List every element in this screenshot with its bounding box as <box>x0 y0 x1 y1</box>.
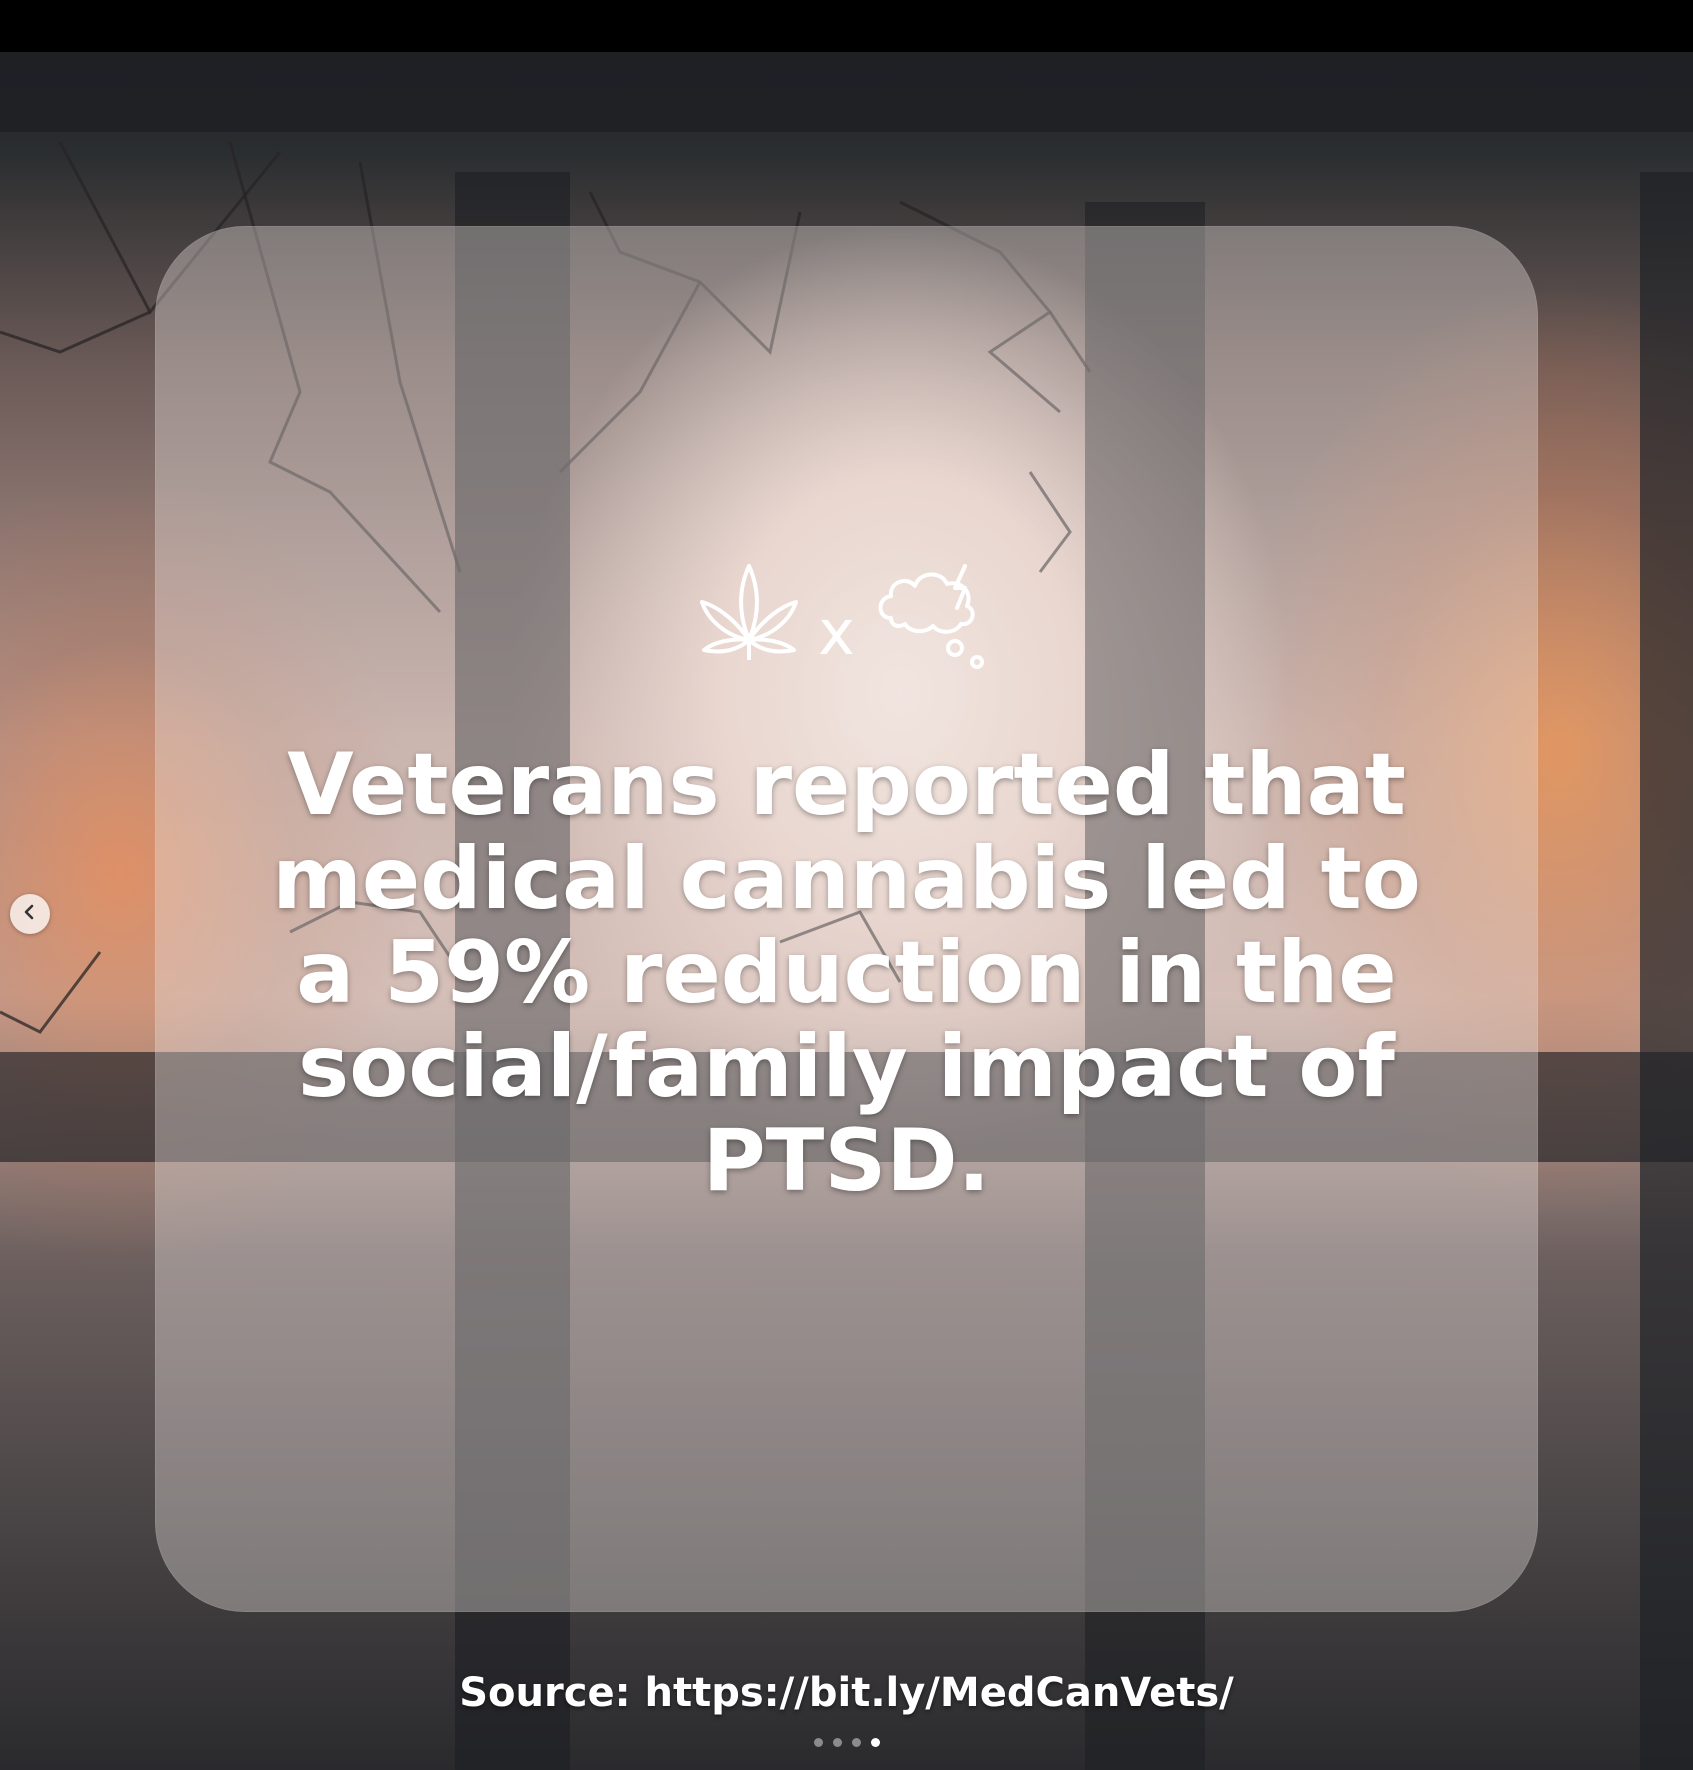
cracked-glass-lines <box>0 141 1092 1034</box>
carousel-dot <box>851 1738 861 1747</box>
headline: Veterans reported that medical cannabis … <box>272 735 1421 1211</box>
source-link[interactable]: Source: https://bit.ly/MedCanVets/ <box>459 1670 1234 1716</box>
carousel-dot-active <box>870 1738 880 1747</box>
chevron-left-icon <box>20 902 40 926</box>
cannabis-leaf-icon <box>694 558 804 672</box>
previous-slide-button[interactable] <box>10 894 50 934</box>
carousel-dot <box>813 1738 823 1747</box>
info-card <box>155 226 1538 1612</box>
background-photo <box>0 52 1693 1770</box>
icon-row: x <box>0 540 1693 690</box>
storm-thought-cloud-icon <box>869 548 999 682</box>
icon-separator: x <box>818 596 855 669</box>
carousel-indicator <box>0 1738 1693 1747</box>
top-bar <box>0 0 1693 52</box>
carousel-dot <box>832 1738 842 1747</box>
